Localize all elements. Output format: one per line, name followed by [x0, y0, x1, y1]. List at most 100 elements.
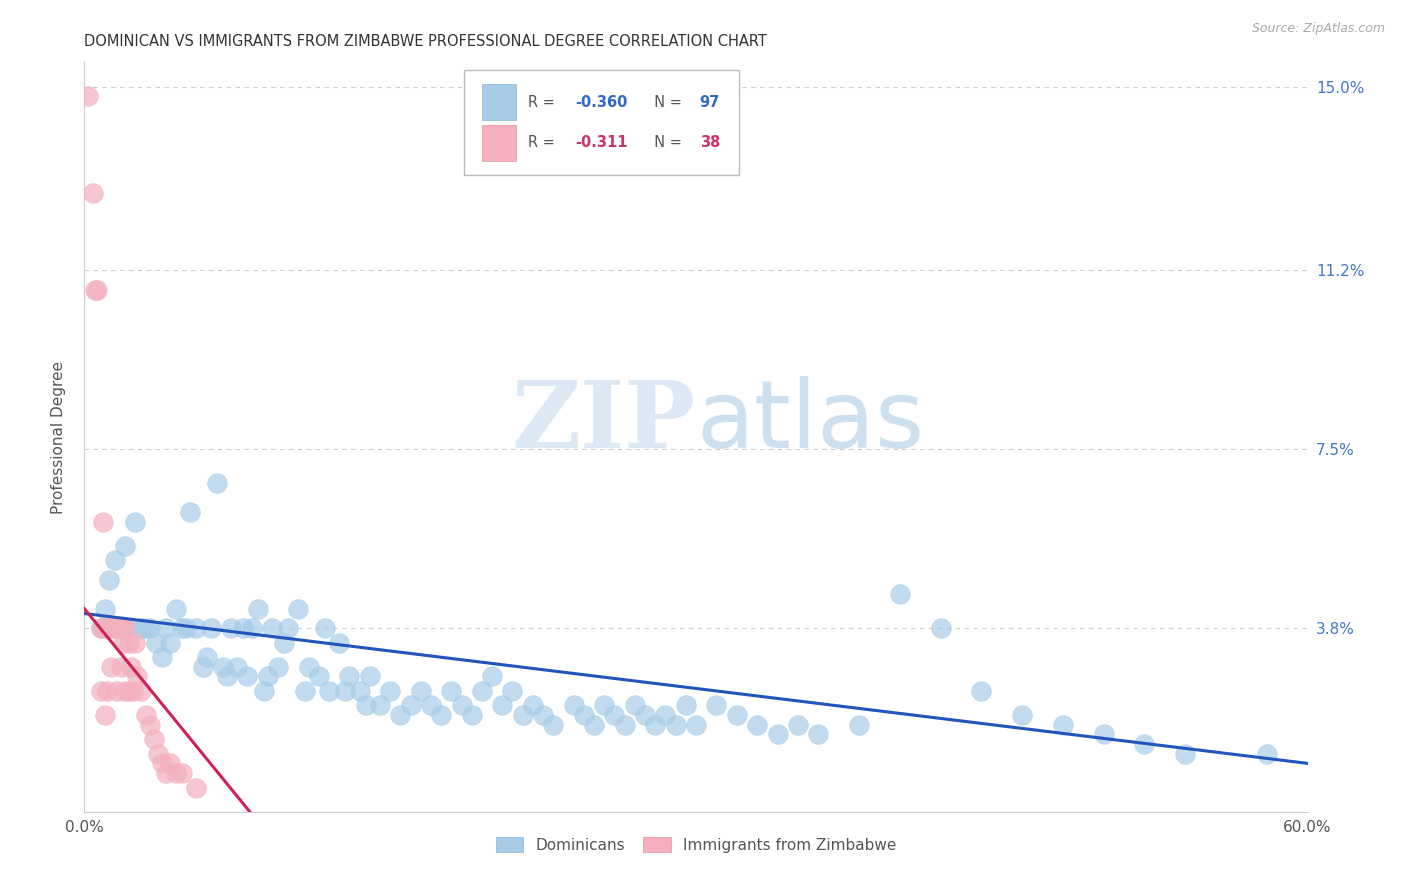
Point: [260, 621, 283, 635]
Text: 97: 97: [700, 95, 720, 110]
Point: [380, 684, 402, 698]
Point: [359, 669, 381, 683]
Point: [138, 717, 160, 731]
Point: [124, 515, 146, 529]
Point: [644, 717, 666, 731]
Point: [354, 698, 377, 713]
Point: [298, 659, 321, 673]
Point: [120, 659, 142, 673]
Point: [114, 539, 136, 553]
Point: [91, 515, 114, 529]
Text: atlas: atlas: [696, 376, 924, 468]
Point: [155, 621, 177, 635]
Point: [174, 621, 197, 635]
Point: [314, 621, 336, 635]
Point: [159, 635, 181, 649]
Point: [512, 708, 534, 723]
Point: [186, 621, 208, 635]
Point: [93, 708, 115, 723]
Point: [399, 698, 422, 713]
Point: [101, 621, 124, 635]
Point: [195, 650, 218, 665]
Text: N =: N =: [644, 135, 686, 150]
Point: [110, 621, 132, 635]
Point: [654, 708, 676, 723]
Point: [583, 717, 606, 731]
Point: [110, 659, 132, 673]
Point: [124, 635, 146, 649]
Point: [522, 698, 544, 713]
Point: [159, 756, 181, 771]
Point: [389, 708, 412, 723]
Text: -0.311: -0.311: [575, 135, 627, 150]
Point: [200, 621, 222, 635]
Point: [572, 708, 595, 723]
Point: [318, 684, 340, 698]
Point: [122, 684, 145, 698]
Point: [118, 635, 141, 649]
Point: [409, 684, 432, 698]
Text: R =: R =: [529, 135, 565, 150]
Point: [240, 621, 263, 635]
Text: Source: ZipAtlas.com: Source: ZipAtlas.com: [1251, 22, 1385, 36]
Point: [294, 684, 316, 698]
Point: [929, 621, 952, 635]
Point: [277, 621, 299, 635]
Point: [562, 698, 585, 713]
Point: [104, 553, 127, 567]
Point: [226, 659, 249, 673]
Text: N =: N =: [644, 95, 686, 110]
Point: [634, 708, 657, 723]
Point: [86, 283, 108, 297]
Point: [212, 659, 235, 673]
Point: [787, 717, 810, 731]
Point: [624, 698, 647, 713]
Point: [335, 684, 357, 698]
Point: [97, 573, 120, 587]
Point: [430, 708, 453, 723]
Point: [747, 717, 769, 731]
Point: [543, 717, 565, 731]
Point: [82, 186, 104, 200]
Point: [236, 669, 259, 683]
Point: [593, 698, 616, 713]
Point: [135, 621, 157, 635]
Point: [217, 669, 239, 683]
Point: [112, 635, 135, 649]
Point: [150, 650, 173, 665]
Point: [1052, 717, 1074, 731]
Point: [339, 669, 361, 683]
Point: [145, 635, 167, 649]
Point: [135, 708, 157, 723]
Point: [114, 684, 136, 698]
Point: [420, 698, 443, 713]
Point: [889, 587, 911, 601]
Point: [131, 684, 153, 698]
Text: -0.360: -0.360: [575, 95, 627, 110]
Point: [440, 684, 463, 698]
Point: [246, 601, 269, 615]
Point: [481, 669, 503, 683]
Point: [349, 684, 371, 698]
Point: [970, 684, 993, 698]
Point: [461, 708, 484, 723]
Point: [491, 698, 513, 713]
Point: [253, 684, 276, 698]
Point: [287, 601, 309, 615]
Point: [675, 698, 697, 713]
FancyBboxPatch shape: [482, 84, 516, 120]
Point: [108, 621, 131, 635]
Point: [725, 708, 748, 723]
Point: [110, 621, 132, 635]
Point: [90, 621, 112, 635]
Point: [219, 621, 242, 635]
Point: [97, 621, 120, 635]
Point: [114, 621, 136, 635]
Point: [179, 505, 201, 519]
Point: [308, 669, 330, 683]
Point: [118, 621, 141, 635]
Point: [273, 635, 295, 649]
Point: [131, 621, 153, 635]
Point: [77, 89, 100, 103]
Point: [665, 717, 688, 731]
